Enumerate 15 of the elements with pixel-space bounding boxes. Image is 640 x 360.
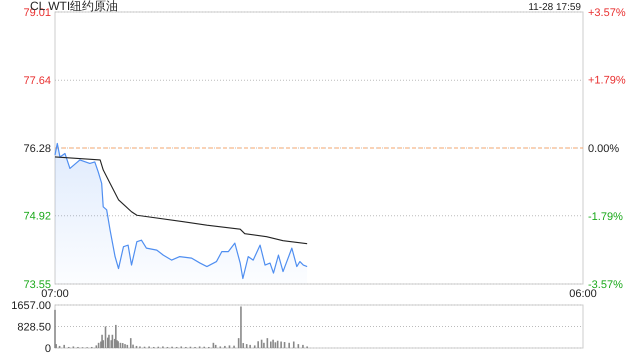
x-tick-label: 06:00 [569,288,597,300]
y-tick-label: 0 [44,342,51,355]
y-tick-label: 79.01 [23,6,51,19]
x-tick-label: 07:00 [41,288,69,300]
y2-tick-label: -1.79% [588,211,624,224]
y-tick-label: 74.92 [23,210,51,223]
y2-tick-label: -3.57% [588,278,624,291]
y-tick-label: 828.50 [17,321,51,334]
y-tick-label: 1657.00 [11,300,51,312]
annotation: 11-28 17:59 [528,2,582,13]
y2-tick-label: +1.79% [588,74,626,87]
y2-tick-label: +3.57% [588,6,626,19]
y-tick-label: 76.28 [23,142,51,155]
y-tick-label: 77.64 [23,75,51,88]
y2-tick-label: 0.00% [588,142,620,155]
